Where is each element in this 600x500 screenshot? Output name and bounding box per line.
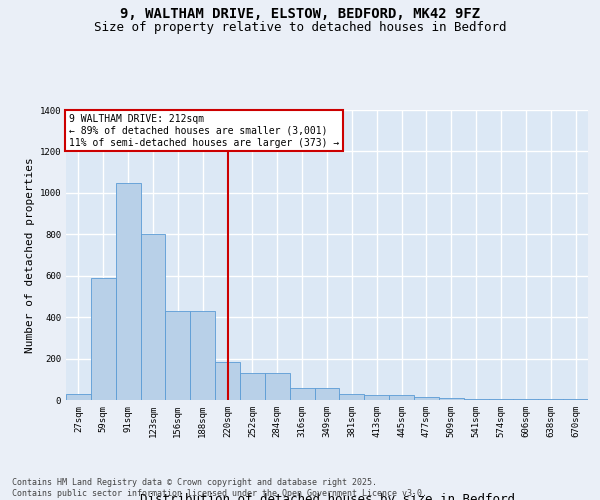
Bar (116, 182, 140, 400)
Bar (215, 362, 240, 400)
Bar (66, 394, 91, 400)
Bar (190, 311, 215, 400)
Bar (166, 311, 190, 400)
Bar (364, 395, 389, 400)
Bar (538, 399, 563, 400)
Bar (140, 234, 166, 400)
Text: 9 WALTHAM DRIVE: 212sqm
← 89% of detached houses are smaller (3,001)
11% of semi: 9 WALTHAM DRIVE: 212sqm ← 89% of detache… (68, 114, 339, 148)
Bar (389, 395, 414, 400)
Text: Size of property relative to detached houses in Bedford: Size of property relative to detached ho… (94, 21, 506, 34)
Bar (439, 398, 464, 400)
Bar (240, 373, 265, 400)
Bar (340, 394, 364, 400)
Bar (314, 388, 340, 400)
Bar (514, 399, 538, 400)
Text: Contains HM Land Registry data © Crown copyright and database right 2025.
Contai: Contains HM Land Registry data © Crown c… (12, 478, 427, 498)
Bar (464, 399, 488, 400)
Bar (91, 278, 116, 400)
Bar (488, 399, 514, 400)
Bar (265, 373, 290, 400)
Bar (414, 397, 439, 400)
Y-axis label: Number of detached properties: Number of detached properties (25, 157, 35, 353)
Text: 9, WALTHAM DRIVE, ELSTOW, BEDFORD, MK42 9FZ: 9, WALTHAM DRIVE, ELSTOW, BEDFORD, MK42 … (120, 8, 480, 22)
X-axis label: Distribution of detached houses by size in Bedford: Distribution of detached houses by size … (139, 492, 515, 500)
Bar (563, 399, 588, 400)
Bar (290, 388, 314, 400)
